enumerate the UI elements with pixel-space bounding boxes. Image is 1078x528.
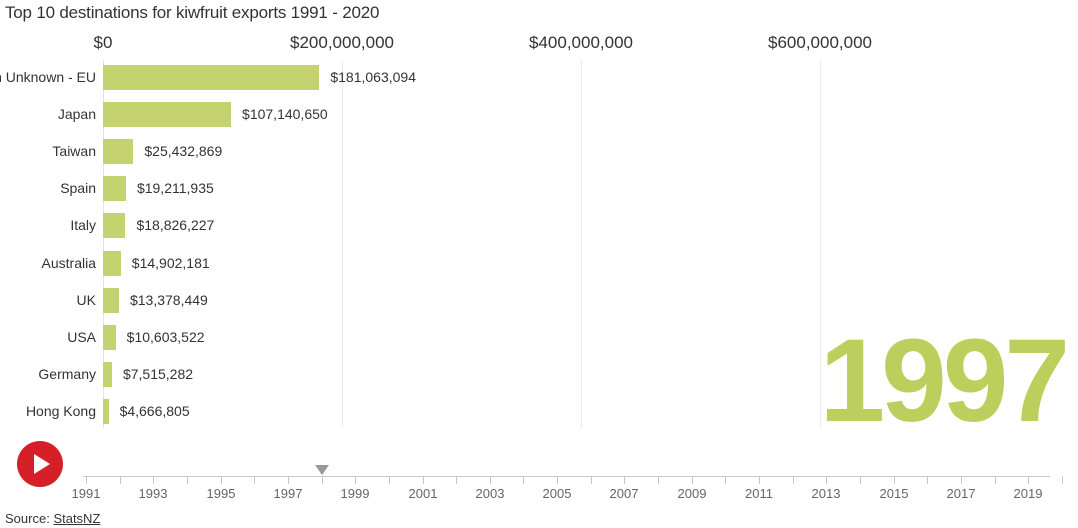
timeline-year-label[interactable]: 2005 — [542, 486, 572, 501]
category-label: Germany — [38, 366, 96, 382]
timeline-tick — [624, 476, 625, 484]
value-label: $19,211,935 — [136, 180, 214, 196]
bar[interactable] — [103, 139, 134, 164]
timeline-tick — [221, 476, 222, 484]
bar[interactable] — [103, 213, 126, 238]
timeline-year-label[interactable]: 1999 — [340, 486, 370, 501]
timeline-year-label[interactable]: 1991 — [71, 486, 101, 501]
category-label: Italy — [70, 217, 96, 233]
play-button[interactable] — [17, 441, 63, 487]
timeline-tick — [759, 476, 760, 484]
current-year-label: 1997 — [819, 315, 1070, 447]
x-tick-label: $0 — [93, 33, 113, 52]
timeline-year-label[interactable]: 2003 — [475, 486, 505, 501]
timeline-tick — [995, 476, 996, 484]
timeline-tick — [692, 476, 693, 484]
x-tick-label: $400,000,000 — [529, 33, 633, 52]
value-label: $25,432,869 — [144, 143, 223, 159]
timeline-year-label[interactable]: 2019 — [1013, 486, 1043, 501]
source-note: Source: StatsNZ — [5, 511, 100, 526]
timeline-year-label[interactable]: 1997 — [273, 486, 303, 501]
timeline-year-label[interactable]: 2011 — [745, 486, 773, 501]
timeline-tick — [557, 476, 558, 484]
timeline-tick — [591, 476, 592, 484]
timeline-tick — [153, 476, 154, 484]
timeline-tick — [1028, 476, 1029, 484]
value-label: $13,378,449 — [129, 292, 208, 308]
timeline-tick — [927, 476, 928, 484]
timeline-tick — [288, 476, 289, 484]
timeline-year-label[interactable]: 2009 — [677, 486, 707, 501]
bar[interactable] — [103, 362, 112, 387]
timeline-tick — [187, 476, 188, 484]
x-gridline — [103, 60, 104, 428]
timeline-tick — [860, 476, 861, 484]
timeline-year-label[interactable]: 2001 — [408, 486, 438, 501]
timeline-year-label[interactable]: 1995 — [206, 486, 236, 501]
timeline-tick — [826, 476, 827, 484]
bar[interactable] — [103, 399, 109, 424]
category-label: Australia — [41, 255, 96, 271]
bar[interactable] — [103, 251, 121, 276]
timeline-year-label[interactable]: 1993 — [138, 486, 168, 501]
timeline-year-label[interactable]: 2013 — [811, 486, 841, 501]
timeline-tick — [355, 476, 356, 484]
value-label: $14,902,181 — [131, 255, 210, 271]
timeline-tick — [658, 476, 659, 484]
source-link[interactable]: StatsNZ — [53, 511, 101, 526]
category-label: Taiwan — [52, 143, 96, 159]
timeline-tick — [961, 476, 962, 484]
value-label: $7,515,282 — [122, 366, 194, 382]
category-label: on Unknown - EU — [0, 69, 96, 85]
value-label: $181,063,094 — [330, 69, 416, 85]
timeline-year-label[interactable]: 2017 — [946, 486, 976, 501]
timeline-year-label[interactable]: 2007 — [609, 486, 639, 501]
category-label: Japan — [57, 106, 96, 122]
timeline-tick — [322, 476, 323, 484]
source-label: Source: — [5, 511, 50, 526]
timeline-tick — [120, 476, 121, 484]
timeline-tick — [254, 476, 255, 484]
timeline-tick — [1062, 476, 1063, 484]
x-gridline — [581, 60, 582, 428]
x-tick-label: $200,000,000 — [290, 33, 394, 52]
play-icon — [34, 454, 50, 474]
timeline-tick — [793, 476, 794, 484]
bar[interactable] — [103, 288, 119, 313]
bar[interactable] — [103, 325, 116, 350]
value-label: $4,666,805 — [119, 403, 190, 419]
timeline-tick — [86, 476, 87, 484]
timeline-track[interactable] — [83, 476, 1050, 477]
timeline-tick — [523, 476, 524, 484]
timeline-tick — [894, 476, 895, 484]
timeline-year-label[interactable]: 2015 — [879, 486, 909, 501]
value-label: $10,603,522 — [126, 329, 205, 345]
category-label: USA — [67, 329, 96, 345]
bar[interactable] — [103, 176, 126, 201]
chart-title: Top 10 destinations for kiwfruit exports… — [5, 3, 380, 22]
bar[interactable] — [103, 65, 320, 90]
category-label: UK — [76, 292, 96, 308]
timeline-handle[interactable] — [315, 465, 329, 475]
x-tick-label: $600,000,000 — [768, 33, 872, 52]
timeline-tick — [456, 476, 457, 484]
bar[interactable] — [103, 102, 232, 127]
value-label: $107,140,650 — [242, 106, 328, 122]
timeline-tick — [423, 476, 424, 484]
timeline-tick — [725, 476, 726, 484]
value-label: $18,826,227 — [136, 217, 215, 233]
timeline-tick — [389, 476, 390, 484]
x-gridline — [820, 60, 821, 428]
category-label: Spain — [60, 180, 96, 196]
x-gridline — [342, 60, 343, 428]
category-label: Hong Kong — [25, 403, 96, 419]
timeline-tick — [490, 476, 491, 484]
